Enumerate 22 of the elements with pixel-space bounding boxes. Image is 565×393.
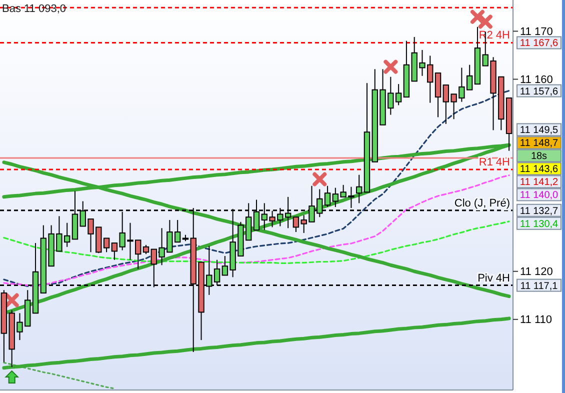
candlestick (142, 244, 150, 255)
text: 11 117,1 (520, 280, 558, 292)
ref-line-label: Piv 4H (478, 272, 510, 284)
y-tick-label: 11 110 (520, 314, 552, 326)
text: 11 130,4 (520, 218, 559, 230)
text: 11 132,7 (520, 206, 559, 217)
annotation: Bas 11 093,0 (2, 3, 66, 15)
text: 11 149,5 (520, 125, 559, 136)
text: 11 140,0 (520, 190, 559, 202)
y-tick-label: 11 160 (520, 74, 553, 86)
candlestick (324, 185, 331, 208)
ref-line-label: Clo (J, Pré) (454, 197, 510, 210)
text: 11 157,6 (520, 86, 559, 98)
text: 11 141,2 (520, 177, 559, 188)
text: 11 167,6 (520, 38, 559, 50)
text: 11 143,6 (520, 164, 559, 176)
text: 11 148,7 (520, 138, 559, 150)
y-tick-label: 11 170 (520, 26, 553, 38)
y-tick-label: 11 120 (520, 266, 553, 278)
text: 18s (530, 151, 548, 162)
ref-line-label: R1 4H (478, 156, 510, 169)
candlestick (356, 174, 362, 204)
